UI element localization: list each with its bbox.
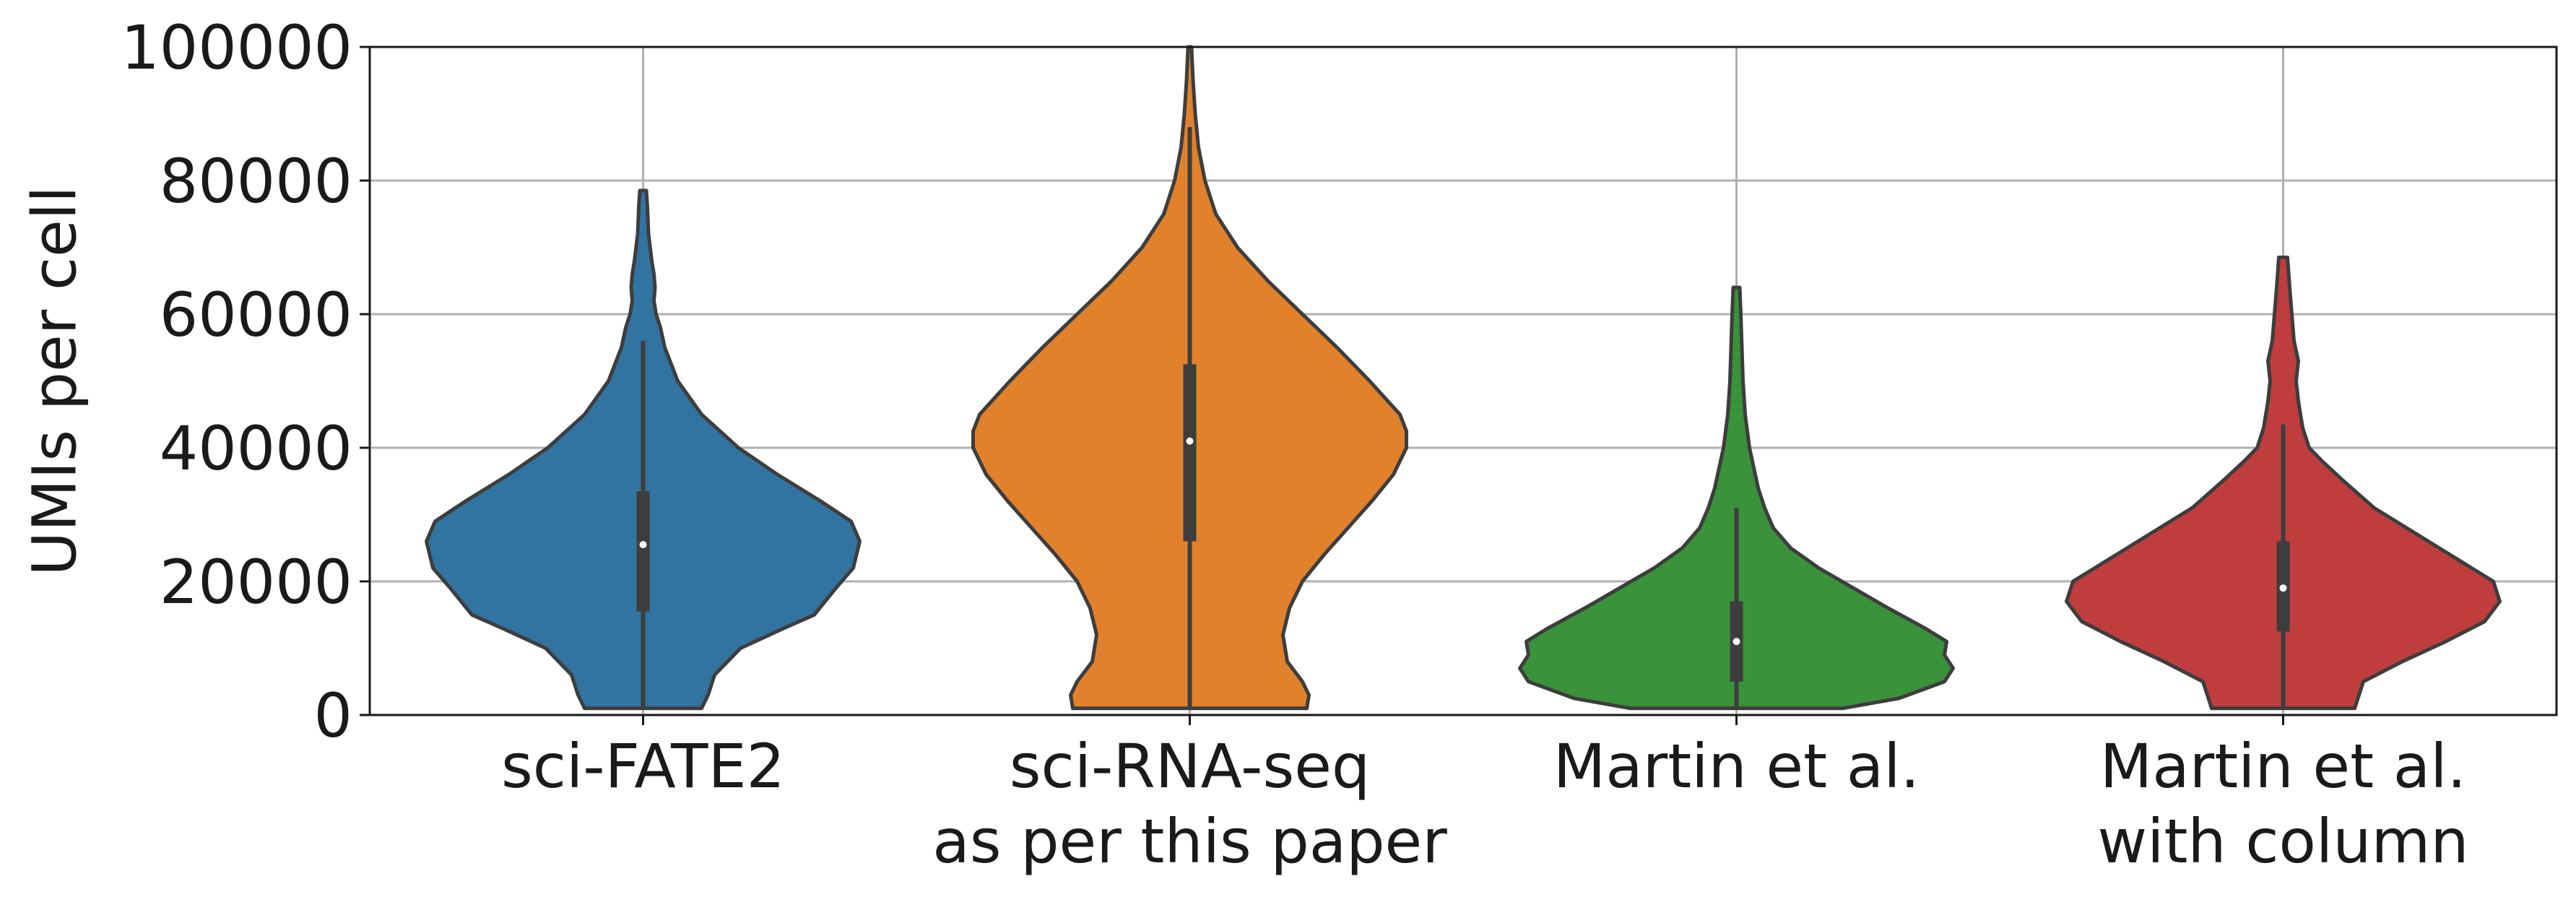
y-tick-label: 20000: [160, 547, 352, 618]
violin-median: [1732, 638, 1740, 646]
y-axis-label: UMIs per cell: [19, 186, 90, 576]
x-tick-label-line: Martin et al.: [2100, 731, 2467, 802]
x-tick-label: Martin et al. with column: [2097, 731, 2468, 877]
x-tick-label: sci-RNA-seq as per this paper: [932, 731, 1447, 877]
violin-median: [1186, 437, 1194, 445]
y-tick-label: 100000: [121, 12, 352, 83]
x-tick-label-line: with column: [2097, 806, 2468, 877]
y-tick-label: 0: [314, 680, 352, 751]
x-tick-label-line: Martin et al.: [1553, 731, 1920, 802]
y-axis-ticks: 0 20000 40000 60000 80000 100000: [121, 12, 370, 751]
y-tick-label: 40000: [160, 413, 352, 484]
violin-body: [1518, 285, 1955, 711]
x-tick-label: sci-FATE2: [501, 731, 785, 802]
violin-iqr-box: [1183, 364, 1197, 542]
x-tick-label: Martin et al.: [1553, 731, 1920, 802]
violins: [425, 45, 2502, 711]
x-tick-label-line: as per this paper: [932, 806, 1447, 877]
x-axis-ticks: sci-FATE2 sci-RNA-seq as per this paper Mar…: [501, 715, 2469, 877]
x-tick-label-line: sci-FATE2: [501, 731, 785, 802]
violin-iqr-box: [636, 491, 650, 612]
y-tick-label: 60000: [160, 280, 352, 350]
violin-median: [2279, 584, 2287, 592]
plot-frame: [368, 46, 2558, 716]
x-tick-label-line: sci-RNA-seq: [1010, 731, 1371, 802]
y-tick-label: 80000: [160, 146, 352, 217]
violin-median: [639, 541, 647, 549]
